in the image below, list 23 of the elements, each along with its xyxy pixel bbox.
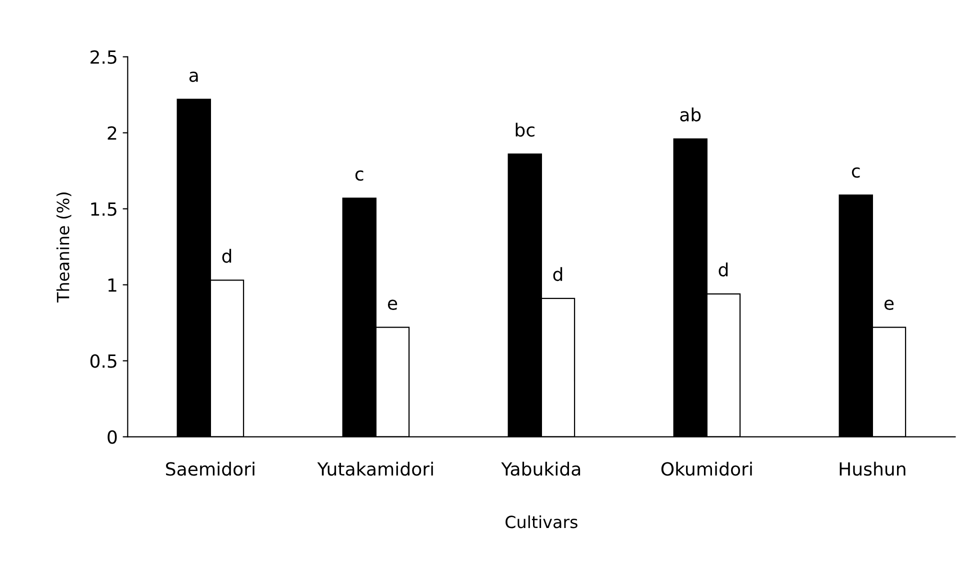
data-label: e bbox=[884, 300, 894, 310]
x-axis-title: Cultivars bbox=[506, 515, 578, 528]
data-label: d bbox=[553, 267, 562, 282]
y-axis-title: Theanine (%) bbox=[56, 192, 72, 303]
data-label: bc bbox=[516, 122, 534, 137]
x-tick-label: Saemidori bbox=[166, 462, 254, 476]
x-tick-label: Okumidori bbox=[661, 462, 752, 476]
data-label: c bbox=[852, 167, 860, 178]
y-tick-label: 1.5 bbox=[91, 202, 116, 216]
data-label: d bbox=[222, 248, 232, 263]
data-label: a bbox=[189, 72, 198, 82]
x-tick-label: Yutakamidori bbox=[317, 462, 433, 476]
data-label: e bbox=[388, 300, 398, 310]
y-tick-label: 0.5 bbox=[90, 354, 116, 368]
data-label: c bbox=[355, 170, 364, 181]
x-tick-label: Yabukida bbox=[501, 462, 580, 476]
x-tick-label: Hushun bbox=[840, 462, 906, 476]
y-tick-label: 1 bbox=[108, 278, 116, 292]
data-label: d bbox=[718, 262, 728, 277]
data-label: ab bbox=[680, 108, 701, 122]
y-tick-label: 2 bbox=[108, 126, 116, 140]
y-tick-label: 0 bbox=[108, 430, 117, 444]
y-tick-label: 2.5 bbox=[90, 50, 116, 64]
